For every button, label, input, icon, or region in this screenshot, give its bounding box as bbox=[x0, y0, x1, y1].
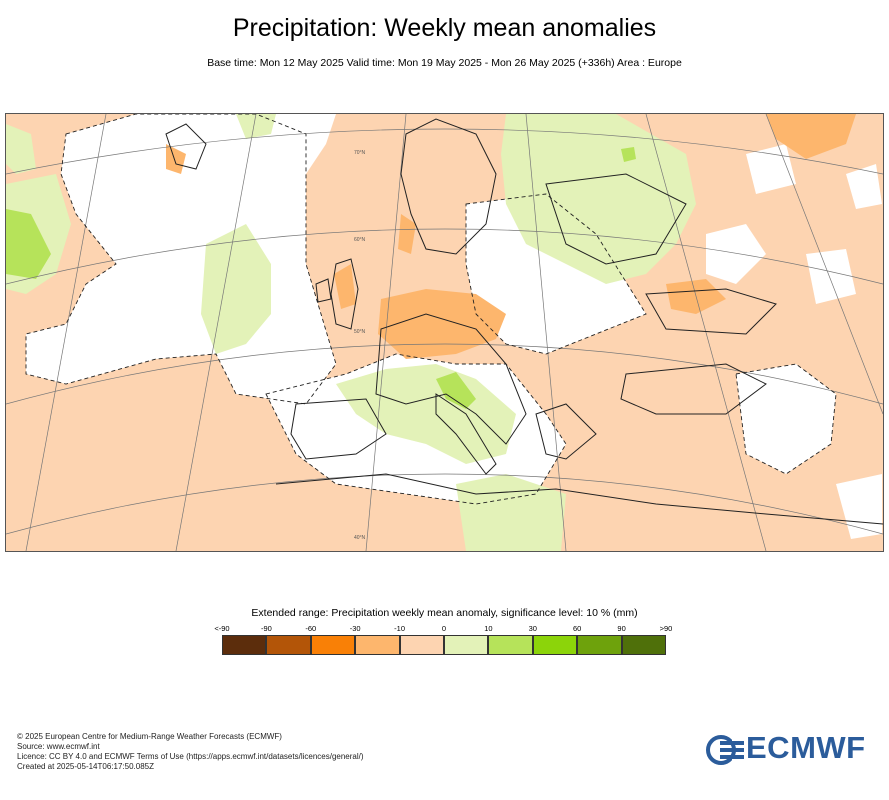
legend-tick-label: -30 bbox=[349, 624, 361, 633]
latitude-labels: 70°N 60°N 50°N 40°N bbox=[354, 150, 366, 541]
legend-title: Extended range: Precipitation weekly mea… bbox=[251, 607, 638, 619]
dry-anomaly-areas bbox=[166, 114, 856, 359]
lat-label-60: 60°N bbox=[354, 237, 366, 243]
map-canvas: 70°N 60°N 50°N 40°N bbox=[6, 114, 883, 551]
legend-tick-label: 60 bbox=[573, 624, 582, 633]
legend-tick-label: -60 bbox=[305, 624, 317, 633]
legend-swatch bbox=[577, 635, 622, 655]
lat-label-50: 50°N bbox=[354, 329, 366, 335]
legend-swatch bbox=[621, 635, 666, 655]
copyright-text: © 2025 European Centre for Medium-Range … bbox=[17, 732, 282, 741]
legend-swatch bbox=[488, 635, 533, 655]
legend-tick-label: 0 bbox=[441, 624, 447, 633]
page-title: Precipitation: Weekly mean anomalies bbox=[232, 14, 657, 42]
legend-colorbar bbox=[222, 635, 666, 655]
wet-anomaly-areas-medium bbox=[6, 147, 636, 409]
legend-tick-label: 30 bbox=[528, 624, 537, 633]
legend-swatch bbox=[532, 635, 578, 655]
legend-swatch bbox=[222, 635, 267, 655]
legend-swatch bbox=[443, 635, 489, 655]
legend-swatch bbox=[399, 635, 444, 655]
footer: © 2025 European Centre for Medium-Range … bbox=[17, 732, 364, 772]
significance-contours bbox=[25, 114, 837, 505]
licence-text: Licence: CC BY 4.0 and ECMWF Terms of Us… bbox=[17, 752, 364, 761]
lat-label-40: 40°N bbox=[354, 535, 366, 541]
created-text: Created at 2025-05-14T06:17:50.085Z bbox=[17, 762, 154, 771]
page-subtitle: Base time: Mon 12 May 2025 Valid time: M… bbox=[207, 57, 682, 69]
coastlines bbox=[165, 118, 883, 525]
legend-tick-label: <-90 bbox=[214, 624, 230, 633]
graticule bbox=[6, 114, 883, 551]
lat-label-70: 70°N bbox=[354, 150, 366, 156]
legend-tick-label: -10 bbox=[394, 624, 406, 633]
legend-tick-label: 10 bbox=[484, 624, 493, 633]
legend-swatch bbox=[355, 635, 400, 655]
legend-tick-label: >90 bbox=[659, 624, 673, 633]
ecmwf-logo: ECMWF bbox=[706, 730, 874, 767]
ecmwf-logo-icon bbox=[706, 735, 744, 765]
anomaly-map[interactable]: 70°N 60°N 50°N 40°N bbox=[5, 113, 884, 552]
legend-tick-label: 90 bbox=[617, 624, 626, 633]
source-text: Source: www.ecmwf.int bbox=[17, 742, 100, 751]
ecmwf-logo-text: ECMWF bbox=[746, 730, 866, 765]
legend-swatch bbox=[310, 635, 356, 655]
legend-swatch bbox=[266, 635, 311, 655]
legend-tick-label: -90 bbox=[260, 624, 272, 633]
